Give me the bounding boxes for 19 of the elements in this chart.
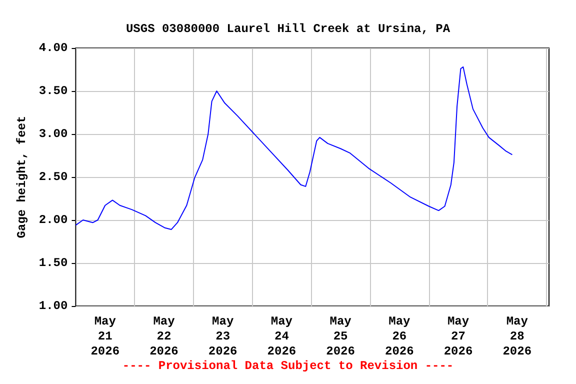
y-tick-label: 3.00 — [38, 127, 68, 141]
y-tick-label: 3.50 — [38, 84, 68, 98]
x-tick-label: May 22 2026 — [150, 314, 178, 358]
y-tick-label: 1.50 — [38, 256, 68, 270]
y-tick-label: 1.00 — [38, 299, 68, 313]
line-series — [75, 66, 513, 230]
text: ---- Provisional Data Subject to Revision ---- — [122, 359, 454, 373]
x-tick-label: May 21 2026 — [90, 314, 120, 358]
y-axis-title: Gage height, feet — [15, 116, 29, 238]
x-tick-label: May 28 2026 — [502, 314, 532, 358]
x-tick-label: May 24 2026 — [267, 314, 296, 358]
x-tick-label: May 25 2026 — [326, 314, 355, 358]
chart-title: USGS 03080000 Laurel Hill Creek at Ursina, PA — [126, 22, 451, 36]
x-tick-label: May 27 2026 — [444, 314, 473, 358]
x-tick-label: May 23 2026 — [208, 314, 238, 358]
y-tick-label: 2.00 — [38, 213, 68, 227]
y-tick-label: 4.00 — [38, 41, 68, 55]
y-tick-label: 2.50 — [38, 170, 68, 184]
x-tick-label: May 26 2026 — [385, 314, 414, 358]
